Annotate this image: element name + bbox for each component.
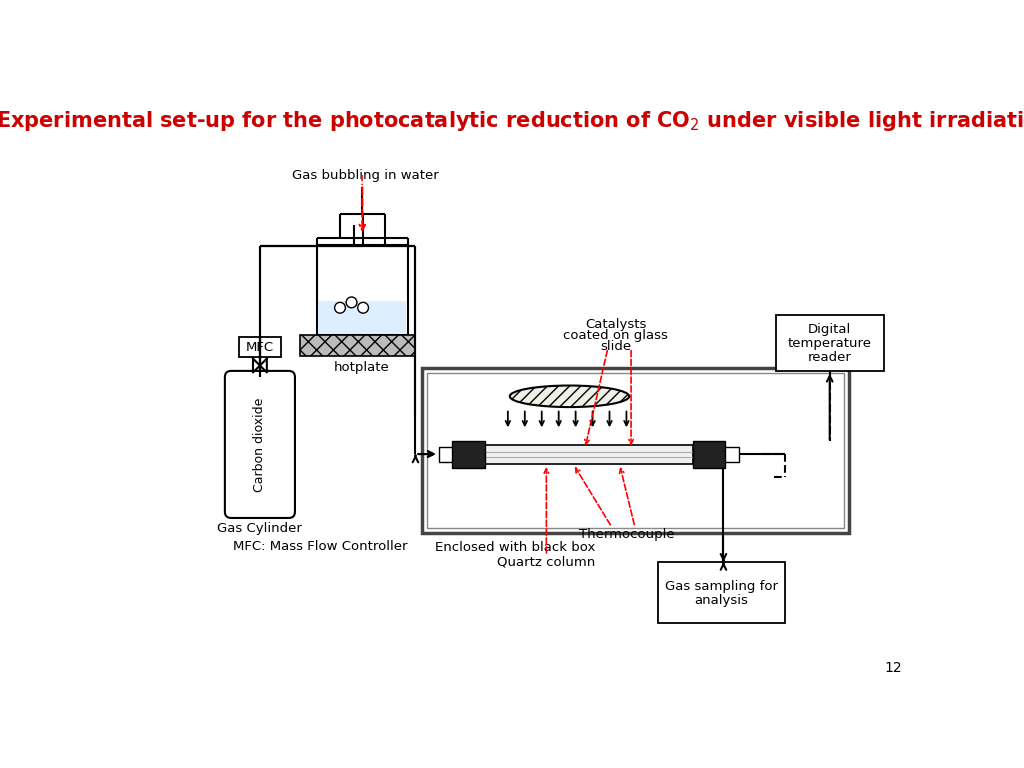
Text: temperature: temperature bbox=[787, 336, 871, 349]
Ellipse shape bbox=[510, 386, 629, 407]
Text: coated on glass: coated on glass bbox=[563, 329, 668, 342]
Circle shape bbox=[346, 297, 357, 308]
Bar bbox=[658, 562, 785, 624]
Bar bbox=[318, 301, 407, 334]
Bar bbox=[725, 447, 739, 462]
Text: Quartz column: Quartz column bbox=[498, 555, 596, 568]
Circle shape bbox=[335, 303, 345, 313]
Bar bbox=[692, 441, 725, 468]
Text: Carbon dioxide: Carbon dioxide bbox=[253, 397, 266, 492]
Text: visible light: visible light bbox=[531, 390, 608, 402]
Text: Gas Cylinder: Gas Cylinder bbox=[217, 522, 302, 535]
FancyBboxPatch shape bbox=[225, 371, 295, 518]
Text: Gas bubbling in water: Gas bubbling in water bbox=[292, 169, 439, 182]
Text: Thermocouple: Thermocouple bbox=[580, 528, 675, 541]
Text: Enclosed with black box: Enclosed with black box bbox=[435, 541, 595, 554]
Text: Gas sampling for: Gas sampling for bbox=[665, 580, 778, 593]
Bar bbox=[422, 368, 849, 533]
Text: slide: slide bbox=[600, 339, 631, 353]
Text: MFC: Mass Flow Controller: MFC: Mass Flow Controller bbox=[233, 540, 408, 553]
Circle shape bbox=[357, 303, 369, 313]
Bar bbox=[438, 447, 453, 462]
Text: Digital: Digital bbox=[808, 323, 851, 336]
Bar bbox=[484, 445, 692, 464]
Text: 12: 12 bbox=[884, 661, 902, 675]
Text: reader: reader bbox=[808, 350, 852, 363]
Text: hotplate: hotplate bbox=[334, 361, 389, 374]
Text: analysis: analysis bbox=[694, 594, 749, 607]
Bar bbox=[427, 373, 844, 528]
Text: MFC: MFC bbox=[246, 340, 274, 353]
Bar bbox=[453, 441, 484, 468]
Text: Catalysts: Catalysts bbox=[585, 318, 646, 331]
Bar bbox=[240, 337, 282, 357]
Bar bbox=[300, 335, 416, 356]
Bar bbox=[316, 245, 408, 336]
Text: Experimental set-up for the photocatalytic reduction of CO$_2$ under visible lig: Experimental set-up for the photocatalyt… bbox=[0, 109, 1024, 134]
Bar bbox=[776, 316, 884, 371]
